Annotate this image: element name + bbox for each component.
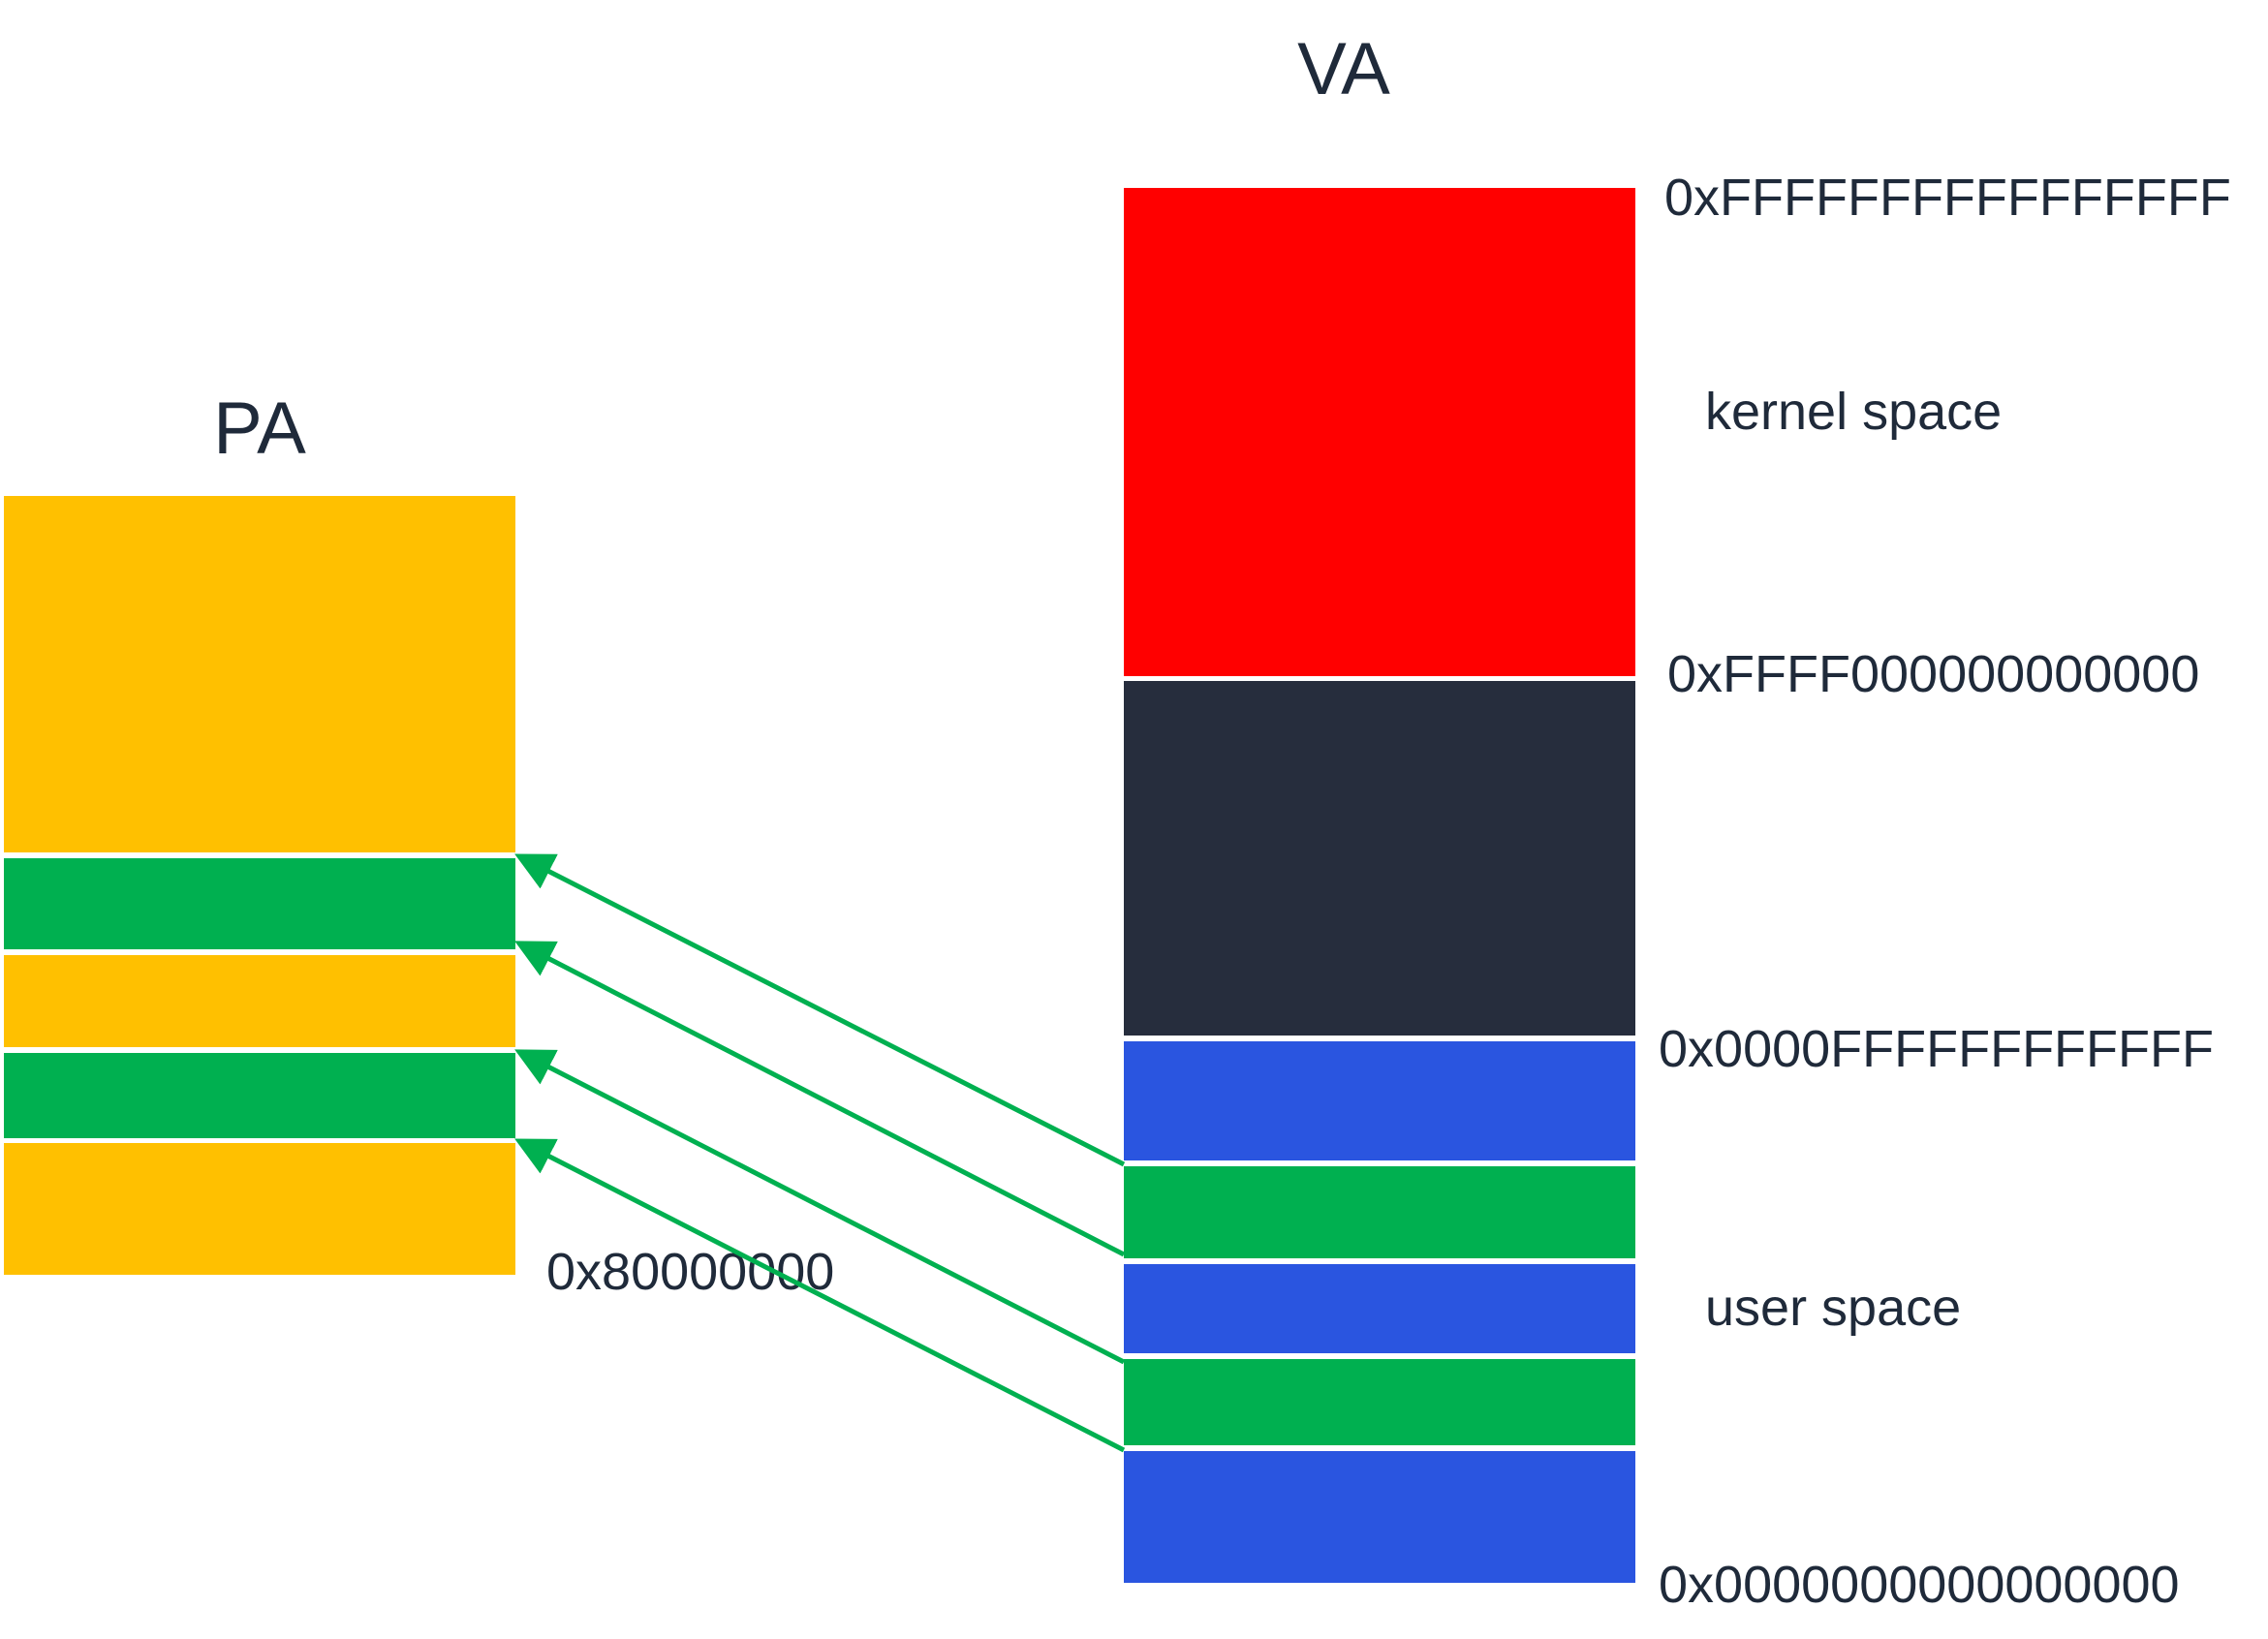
va-user-block-1 [1124,1041,1635,1160]
pa-block-free-bottom [4,1143,515,1275]
va-kernel-space-block [1124,188,1635,676]
pa-title: PA [213,387,306,470]
mapping-arrow-4 [514,1138,1126,1453]
pa-block-mapped-2 [4,1053,515,1138]
user-space-label: user space [1705,1279,1961,1337]
pa-block-free-middle [4,955,515,1047]
pa-column [4,496,515,1275]
mapping-arrow-2 [514,941,1126,1257]
mapping-arrow-1 [514,853,1126,1167]
va-user-block-2 [1124,1264,1635,1353]
kernel-space-label: kernel space [1705,383,2002,441]
va-title: VA [1297,28,1390,110]
va-address-top: 0xFFFFFFFFFFFFFFFF [1664,169,2231,227]
pa-block-mapped-1 [4,858,515,949]
mapping-arrow-3 [514,1049,1126,1365]
pa-address-label: 0x80000000 [546,1243,834,1301]
va-non-canonical-block [1124,681,1635,1036]
va-address-kernel-start: 0xFFFF000000000000 [1667,645,2199,703]
pa-block-free-top [4,496,515,852]
va-mapped-block-2 [1124,1359,1635,1445]
va-address-user-end: 0x0000FFFFFFFFFFFF [1659,1020,2214,1078]
va-column [1124,188,1635,1583]
va-mapped-block-1 [1124,1166,1635,1258]
va-address-bottom: 0x0000000000000000 [1659,1556,2180,1614]
va-user-block-3 [1124,1451,1635,1583]
mapping-arrows [514,853,1126,1453]
